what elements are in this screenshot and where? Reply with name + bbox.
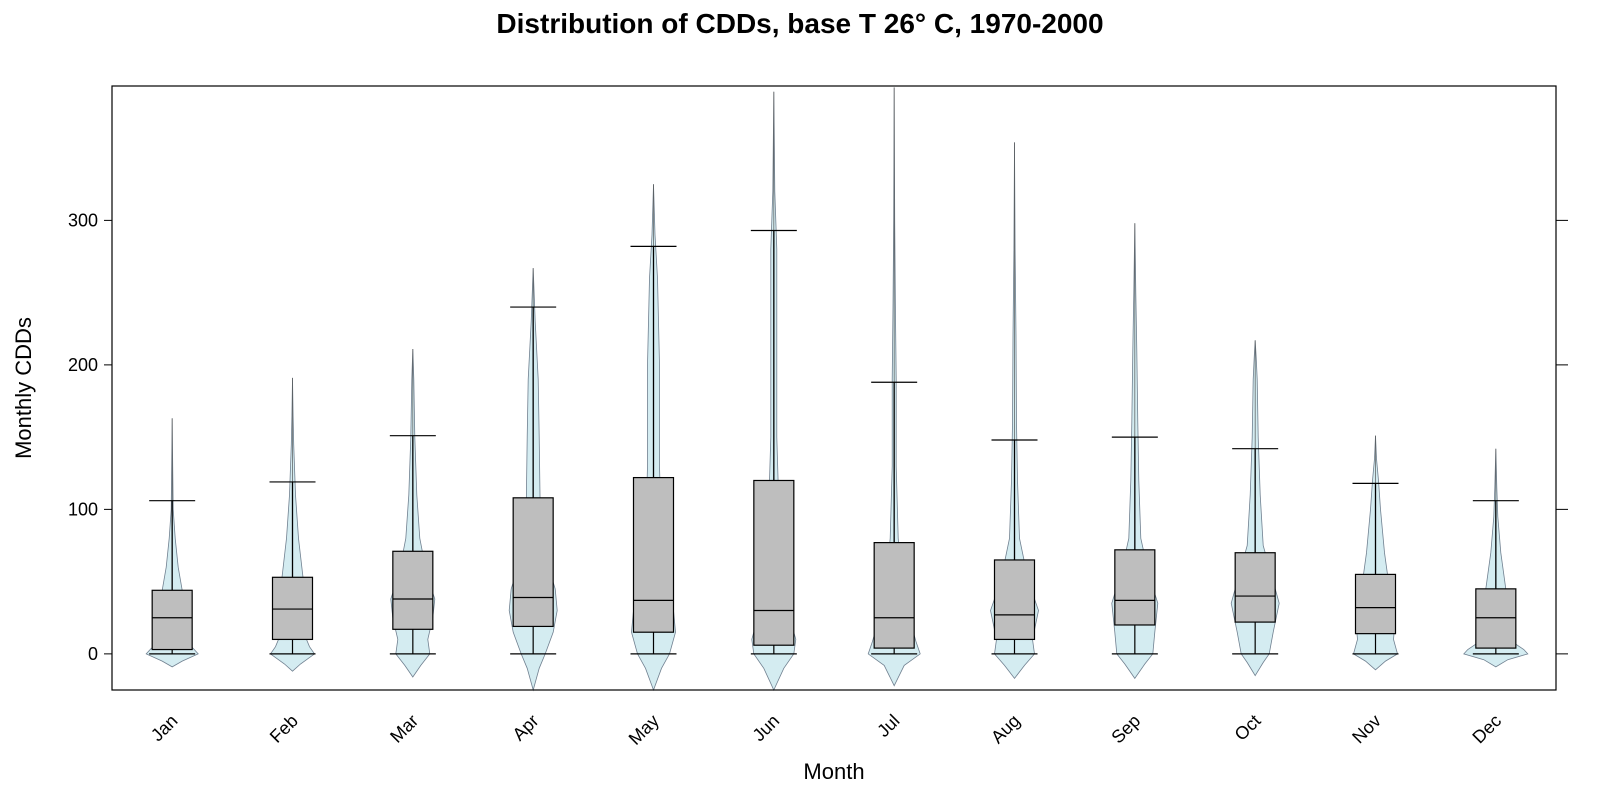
- x-tick-label-jul: Jul: [873, 711, 903, 741]
- x-tick-label-may: May: [625, 711, 663, 749]
- x-tick-label-jun: Jun: [749, 711, 784, 746]
- box-apr: [512, 497, 554, 628]
- box-jun: [753, 479, 795, 646]
- x-tick-label-apr: Apr: [509, 711, 543, 745]
- box-feb: [271, 576, 314, 641]
- x-tick-label-nov: Nov: [1348, 711, 1385, 748]
- x-tick-label-aug: Aug: [987, 711, 1024, 748]
- y-tick-label-300: 300: [68, 210, 98, 230]
- x-tick-label-oct: Oct: [1231, 711, 1265, 745]
- box-oct: [1234, 552, 1276, 623]
- box-jan: [151, 589, 193, 651]
- box-aug: [993, 559, 1036, 641]
- box-dec: [1475, 588, 1517, 649]
- y-tick-label-200: 200: [68, 355, 98, 375]
- x-tick-label-sep: Sep: [1107, 711, 1144, 748]
- chart-marks: [145, 87, 1529, 692]
- chart-title: Distribution of CDDs, base T 26° C, 1970…: [496, 8, 1104, 39]
- x-axis-title: Month: [803, 759, 864, 784]
- box-may: [632, 476, 675, 633]
- y-axis-title: Monthly CDDs: [11, 317, 36, 459]
- x-tick-label-dec: Dec: [1468, 711, 1505, 748]
- x-tick-label-jan: Jan: [147, 711, 182, 746]
- y-tick-label-100: 100: [68, 499, 98, 519]
- box-jul: [873, 542, 915, 649]
- x-tick-label-feb: Feb: [266, 711, 302, 747]
- y-tick-label-0: 0: [88, 644, 98, 664]
- box-nov: [1354, 573, 1397, 635]
- x-tick-label-mar: Mar: [386, 711, 422, 747]
- box-sep: [1114, 549, 1156, 626]
- box-mar: [392, 550, 434, 630]
- plot-frame: [111, 85, 1557, 691]
